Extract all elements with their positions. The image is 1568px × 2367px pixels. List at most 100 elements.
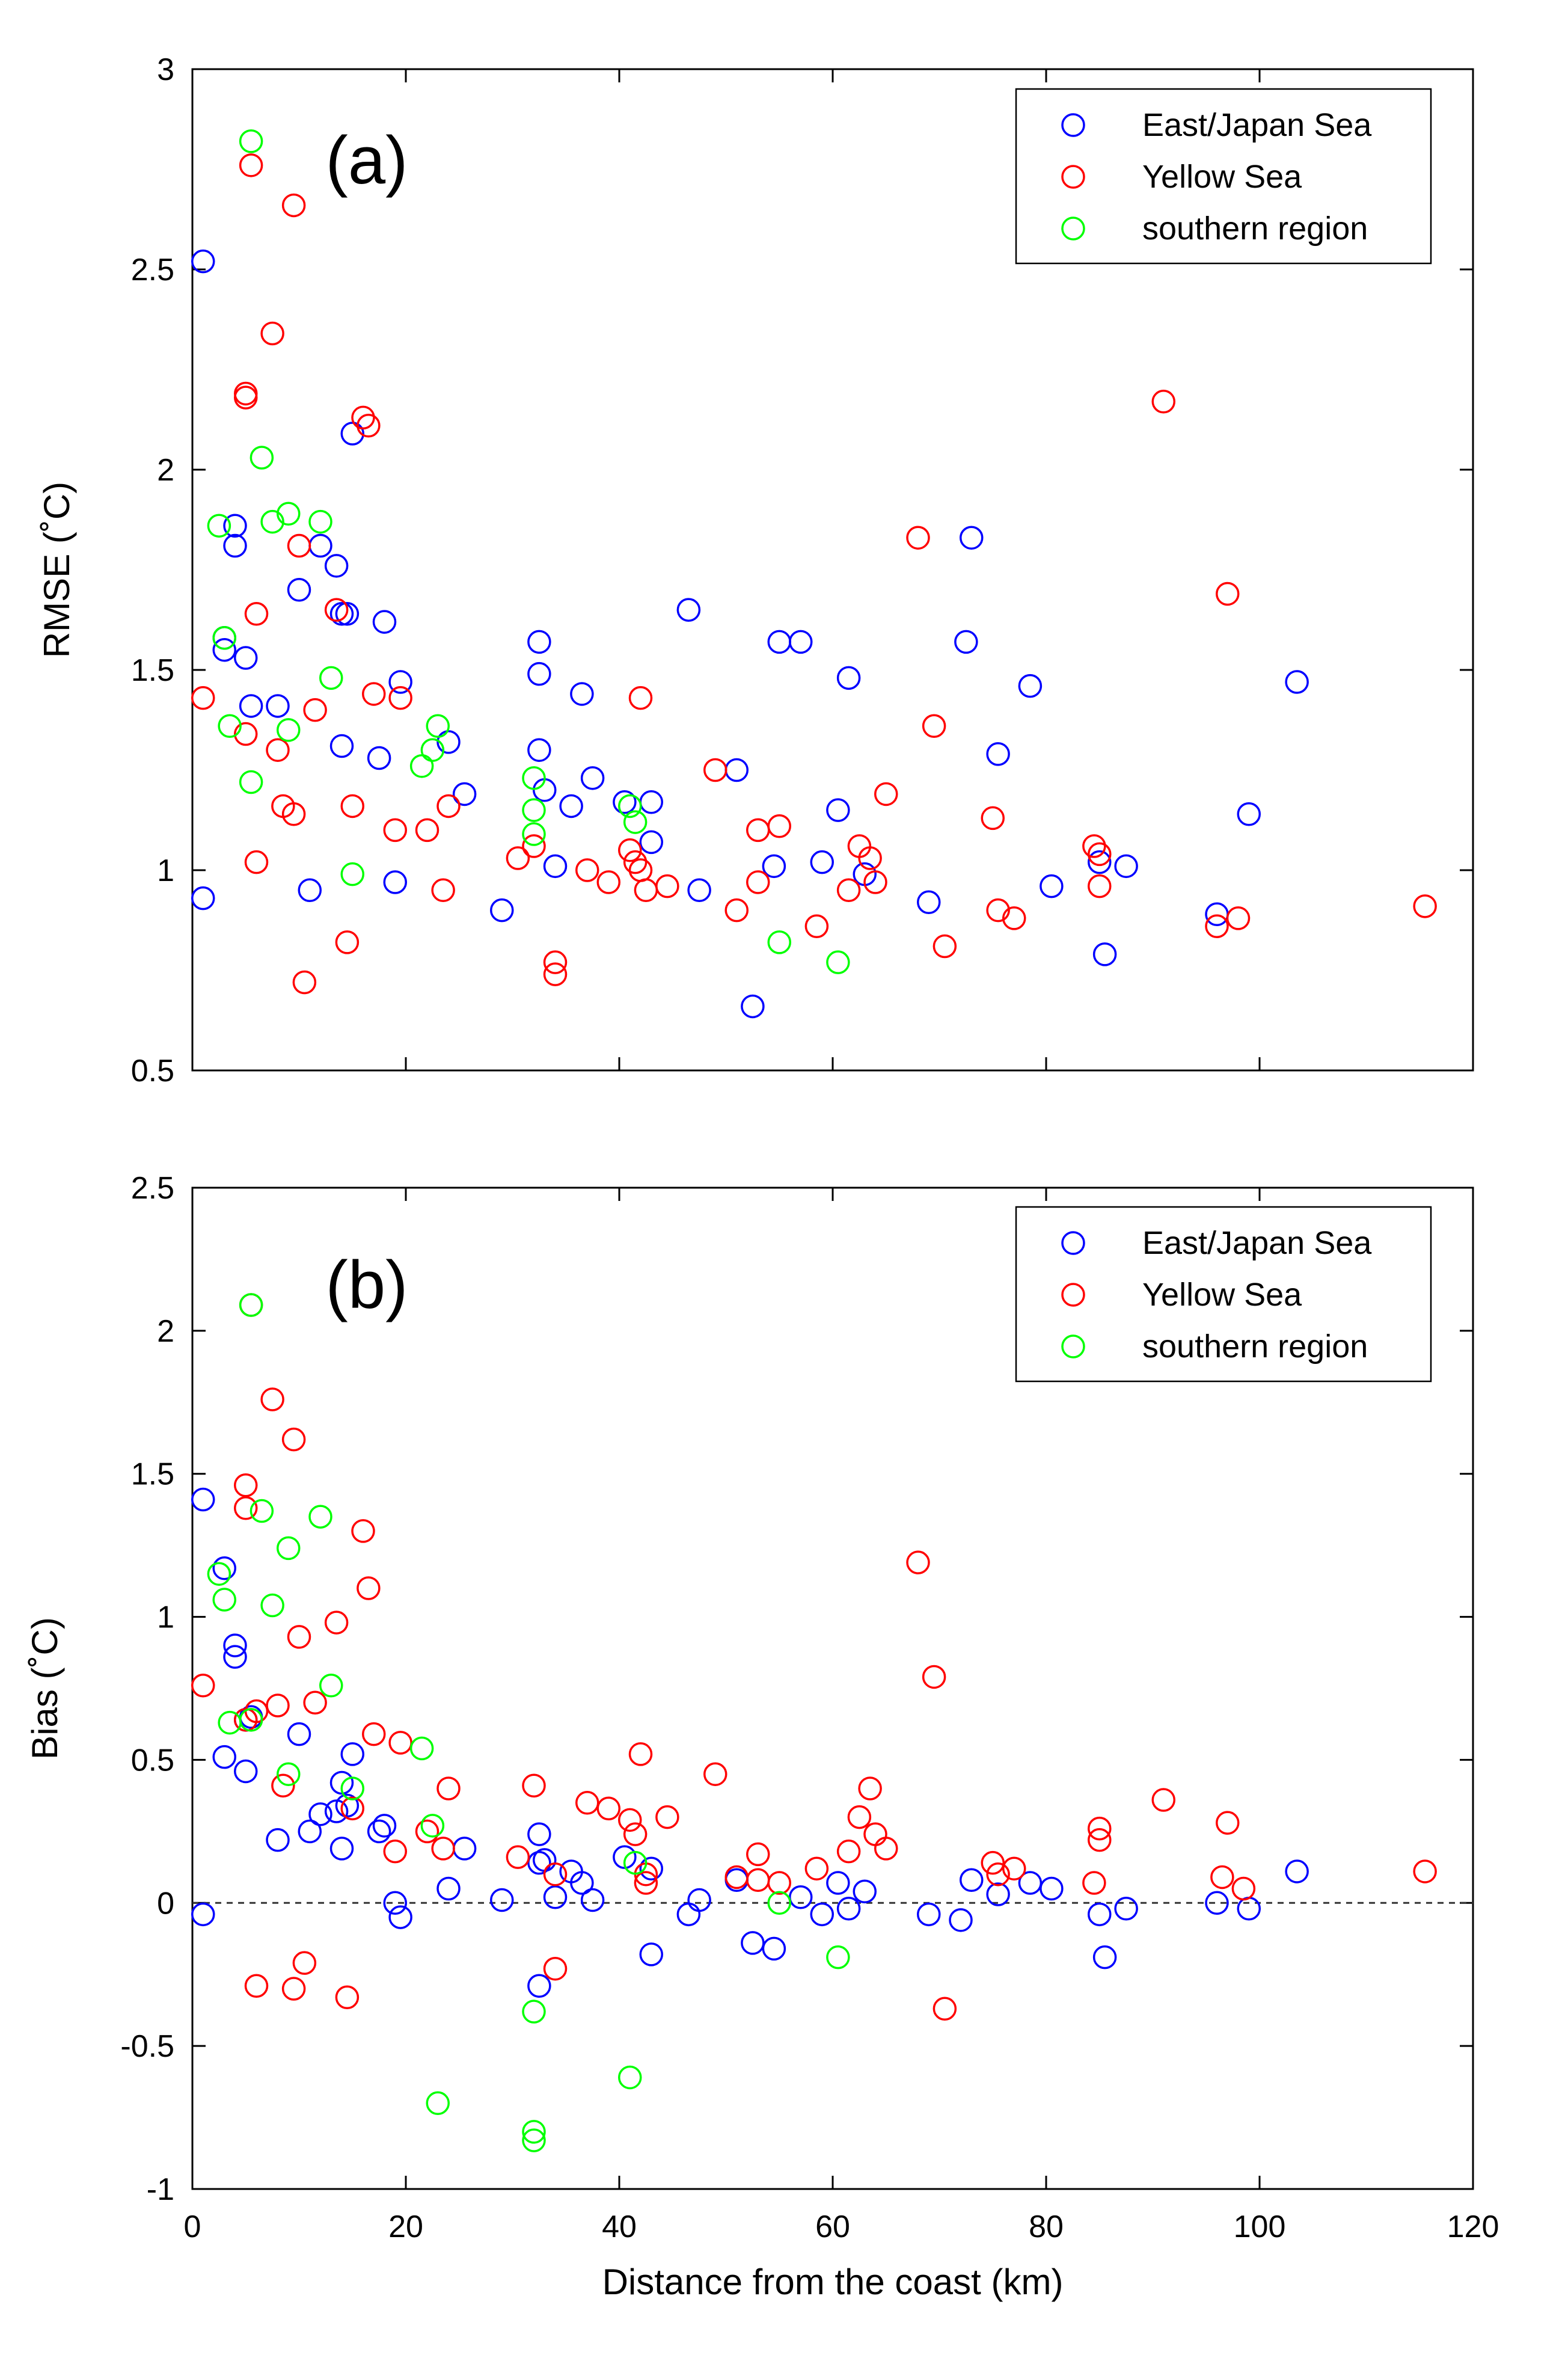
y-tick-label: 1.5: [131, 653, 174, 688]
data-point: [1088, 874, 1112, 898]
x-tick-label: 100: [1234, 2209, 1286, 2244]
data-point: [351, 1519, 375, 1543]
data-point: [490, 898, 514, 923]
data-point: [191, 686, 215, 710]
data-point: [357, 1576, 381, 1600]
data-point: [260, 1593, 284, 1618]
data-point: [340, 1742, 364, 1766]
data-point: [1092, 942, 1117, 966]
data-point: [639, 830, 663, 855]
legend-box: [1015, 1206, 1432, 1383]
data-point: [981, 806, 1005, 830]
data-point: [1210, 1865, 1234, 1890]
data-point: [639, 1856, 663, 1880]
legend-marker: [1061, 1283, 1085, 1307]
data-point: [767, 930, 791, 954]
data-point: [239, 770, 263, 794]
data-point: [917, 1902, 941, 1927]
data-point: [1040, 874, 1064, 898]
data-point: [281, 802, 306, 826]
data-point: [863, 870, 887, 894]
data-point: [372, 1814, 397, 1838]
legend-marker: [1061, 1231, 1085, 1255]
data-point: [986, 742, 1010, 766]
data-point: [383, 1839, 407, 1864]
data-point: [292, 1951, 317, 1975]
y-tick-label: -0.5: [120, 2029, 174, 2064]
data-point: [340, 1776, 364, 1801]
data-point: [191, 249, 215, 274]
legend-label: Yellow Sea: [1142, 1277, 1302, 1313]
data-point: [527, 1974, 551, 1998]
data-point: [1114, 854, 1138, 879]
data-point: [858, 846, 882, 870]
data-point: [596, 870, 620, 894]
data-point: [570, 1871, 594, 1895]
data-point: [420, 738, 445, 762]
data-point: [329, 1837, 354, 1861]
data-point: [388, 1905, 412, 1929]
data-point: [949, 1908, 973, 1932]
data-point: [741, 994, 765, 1019]
series-east-japan-sea: [191, 1487, 1309, 1998]
data-point: [1082, 1871, 1106, 1895]
data-point: [1151, 1788, 1175, 1812]
data-point: [789, 630, 813, 654]
data-point: [522, 2000, 546, 2024]
data-point: [335, 930, 360, 954]
data-point: [207, 1562, 231, 1586]
data-point: [234, 1473, 258, 1497]
data-point: [340, 862, 364, 886]
data-point: [266, 1828, 290, 1852]
data-point: [218, 714, 242, 738]
data-point: [687, 1888, 711, 1912]
y-tick-label: 2.5: [131, 1171, 174, 1206]
data-point: [1216, 1811, 1240, 1835]
data-point: [1040, 1876, 1064, 1901]
data-point: [191, 1902, 215, 1927]
data-point: [383, 870, 407, 894]
data-point: [836, 1897, 861, 1921]
x-tick-label: 120: [1447, 2209, 1499, 2244]
data-point: [260, 1387, 284, 1411]
data-point: [287, 533, 311, 558]
data-point: [340, 794, 364, 818]
data-point: [308, 1802, 332, 1826]
data-point: [431, 1837, 455, 1861]
x-tick-label: 0: [184, 2209, 201, 2244]
data-point: [212, 637, 236, 662]
data-point: [362, 682, 386, 706]
data-point: [618, 794, 642, 818]
data-point: [543, 854, 568, 879]
data-point: [543, 1862, 568, 1887]
data-point: [426, 2091, 450, 2116]
y-tick-label: 0: [157, 1886, 174, 1921]
data-point: [303, 698, 327, 722]
panel-b: 0 20 40 60 80 100 120 -1 -0.5 0 0.5 1 1.5 2 2.5 (b) East…: [25, 1171, 1499, 2302]
legend-label: East/Japan Sea: [1142, 107, 1372, 143]
data-point: [277, 718, 301, 742]
data-point: [826, 1945, 850, 1969]
data-point: [244, 1974, 269, 1998]
data-point: [613, 790, 637, 814]
data-point: [335, 1793, 360, 1818]
x-tick-label: 20: [388, 2209, 423, 2244]
data-point: [436, 794, 461, 818]
data-point: [746, 870, 770, 894]
data-point: [1413, 1859, 1437, 1883]
data-point: [960, 526, 984, 550]
data-point: [340, 1796, 364, 1821]
data-point: [351, 405, 375, 430]
data-point: [324, 598, 349, 622]
data-point: [527, 1822, 551, 1846]
data-point: [250, 446, 274, 470]
data-point: [906, 526, 930, 550]
data-point: [986, 898, 1010, 923]
data-point: [522, 834, 546, 858]
data-point: [308, 1505, 332, 1529]
data-point: [239, 129, 263, 153]
data-point: [239, 153, 263, 177]
data-point: [1285, 670, 1309, 694]
data-point: [490, 1888, 514, 1912]
